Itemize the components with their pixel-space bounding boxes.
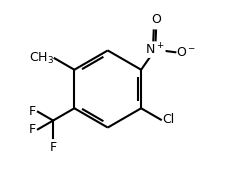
Text: O$^-$: O$^-$ <box>176 46 195 59</box>
Text: O: O <box>151 13 160 26</box>
Text: F: F <box>29 123 36 136</box>
Text: F: F <box>29 105 36 118</box>
Text: F: F <box>49 141 56 154</box>
Text: CH$_3$: CH$_3$ <box>29 51 54 66</box>
Text: N$^+$: N$^+$ <box>145 42 164 57</box>
Text: Cl: Cl <box>162 113 174 126</box>
